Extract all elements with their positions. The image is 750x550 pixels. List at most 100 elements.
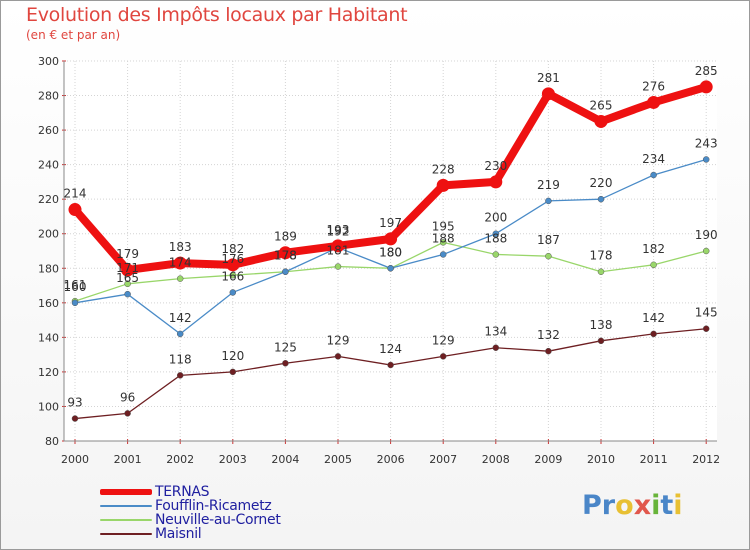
- data-point-maisnil: [439, 353, 447, 360]
- y-tick-label: 80: [45, 435, 59, 448]
- data-point-foufflin-ricametz: [545, 197, 552, 205]
- x-tick-label: 2005: [324, 453, 352, 466]
- data-point-foufflin-ricametz: [702, 156, 710, 163]
- data-point-neuville-au-cornet: [229, 271, 237, 279]
- data-label-foufflin-ricametz: 142: [169, 311, 192, 325]
- logo-letter: i: [651, 490, 661, 521]
- x-tick-label: 2010: [587, 453, 615, 466]
- chart-title: Evolution des Impôts locaux par Habitant: [26, 4, 408, 26]
- legend-swatch-ternas: [100, 489, 152, 495]
- data-point-neuville-au-cornet: [702, 247, 710, 255]
- grid-layer: [64, 60, 717, 442]
- y-tick-label: 220: [38, 193, 59, 206]
- legend-item-neuville-au-cornet: Neuville-au-Cornet: [100, 512, 420, 528]
- legend-swatch-foufflin-ricametz: [100, 505, 152, 507]
- legend-swatch-neuville-au-cornet: [100, 519, 152, 521]
- data-point-foufflin-ricametz: [124, 290, 131, 298]
- data-label-ternas: 197: [379, 216, 402, 230]
- y-tick-label: 300: [38, 55, 59, 68]
- data-point-maisnil: [545, 347, 552, 355]
- data-label-foufflin-ricametz: 220: [590, 176, 613, 190]
- data-point-ternas: [331, 239, 345, 253]
- data-point-neuville-au-cornet: [492, 251, 500, 258]
- legend: TERNAS Foufflin-Ricametz Neuville-au-Cor…: [100, 484, 420, 542]
- legend-item-foufflin-ricametz: Foufflin-Ricametz: [100, 498, 420, 514]
- data-label-maisnil: 120: [221, 349, 244, 363]
- data-point-foufflin-ricametz: [492, 230, 500, 237]
- y-tick-label: 240: [38, 159, 59, 172]
- data-point-maisnil: [650, 330, 657, 338]
- y-tick-label: 280: [38, 90, 59, 103]
- data-label-neuville-au-cornet: 181: [327, 244, 350, 258]
- legend-label-neuville-au-cornet: Neuville-au-Cornet: [155, 512, 281, 528]
- data-label-ternas: 276: [642, 79, 665, 93]
- x-tick-label: 2009: [534, 453, 562, 466]
- data-label-foufflin-ricametz: 243: [695, 136, 718, 150]
- data-label-neuville-au-cornet: 187: [537, 233, 560, 247]
- data-point-ternas: [541, 87, 555, 101]
- data-label-ternas: 179: [116, 247, 139, 261]
- data-label-neuville-au-cornet: 171: [116, 261, 139, 275]
- data-label-foufflin-ricametz: 180: [379, 245, 402, 259]
- data-label-ternas: 214: [64, 187, 87, 201]
- data-label-ternas: 228: [432, 162, 455, 176]
- data-label-neuville-au-cornet: 178: [274, 249, 297, 263]
- data-label-maisnil: 96: [120, 390, 135, 404]
- legend-label-ternas: TERNAS: [155, 484, 210, 500]
- data-label-neuville-au-cornet: 178: [590, 249, 613, 263]
- data-point-maisnil: [176, 372, 184, 379]
- data-label-maisnil: 145: [695, 306, 718, 320]
- legend-label-maisnil: Maisnil: [155, 526, 202, 542]
- data-point-ternas: [226, 258, 240, 272]
- y-tick-label: 260: [38, 124, 59, 137]
- data-point-ternas: [173, 256, 187, 270]
- data-point-maisnil: [124, 410, 131, 417]
- data-point-foufflin-ricametz: [650, 171, 657, 179]
- chart-subtitle: (en € et par an): [26, 28, 121, 42]
- data-point-neuville-au-cornet: [334, 263, 342, 270]
- data-label-maisnil: 138: [590, 318, 613, 332]
- data-label-maisnil: 118: [169, 352, 192, 366]
- x-tick-label: 2007: [429, 453, 457, 466]
- data-point-maisnil: [702, 325, 710, 332]
- data-point-maisnil: [71, 415, 79, 422]
- data-point-maisnil: [334, 353, 342, 360]
- data-label-neuville-au-cornet: 161: [64, 278, 87, 292]
- logo-letter: P: [582, 490, 602, 521]
- data-label-ternas: 265: [590, 98, 613, 112]
- data-label-ternas: 230: [484, 159, 507, 173]
- x-tick-label: 2011: [640, 453, 668, 466]
- data-label-foufflin-ricametz: 219: [537, 178, 560, 192]
- x-tick-label: 2008: [482, 453, 510, 466]
- data-point-ternas: [594, 114, 608, 128]
- data-label-neuville-au-cornet: 174: [169, 256, 192, 270]
- data-label-maisnil: 93: [67, 396, 82, 410]
- data-label-ternas: 189: [274, 230, 297, 244]
- x-tick-label: 2002: [166, 453, 194, 466]
- data-point-maisnil: [597, 337, 605, 345]
- data-label-maisnil: 142: [642, 311, 665, 325]
- legend-label-foufflin-ricametz: Foufflin-Ricametz: [155, 498, 272, 514]
- data-label-maisnil: 124: [379, 342, 402, 356]
- legend-item-ternas: TERNAS: [100, 484, 420, 500]
- data-point-ternas: [699, 80, 713, 94]
- data-label-neuville-au-cornet: 195: [432, 219, 455, 233]
- data-label-foufflin-ricametz: 160: [64, 280, 87, 294]
- data-label-ternas: 182: [221, 242, 244, 256]
- y-tick-label: 100: [38, 400, 59, 413]
- x-tick-label: 2003: [219, 453, 247, 466]
- label-layer: 214 179 183 182 189 193 197 228 230 281 265 276 285 1…: [64, 64, 718, 410]
- legend-item-maisnil: Maisnil: [100, 526, 420, 542]
- logo-letter: r: [601, 490, 616, 521]
- data-label-maisnil: 129: [432, 333, 455, 347]
- data-point-neuville-au-cornet: [597, 268, 605, 275]
- data-point-ternas: [489, 175, 503, 189]
- data-label-maisnil: 129: [327, 333, 350, 347]
- data-point-neuville-au-cornet: [650, 261, 657, 269]
- data-point-ternas: [647, 95, 661, 109]
- data-label-foufflin-ricametz: 192: [327, 225, 350, 239]
- data-label-maisnil: 125: [274, 340, 297, 354]
- series-layer: [68, 80, 713, 422]
- data-point-foufflin-ricametz: [229, 289, 237, 296]
